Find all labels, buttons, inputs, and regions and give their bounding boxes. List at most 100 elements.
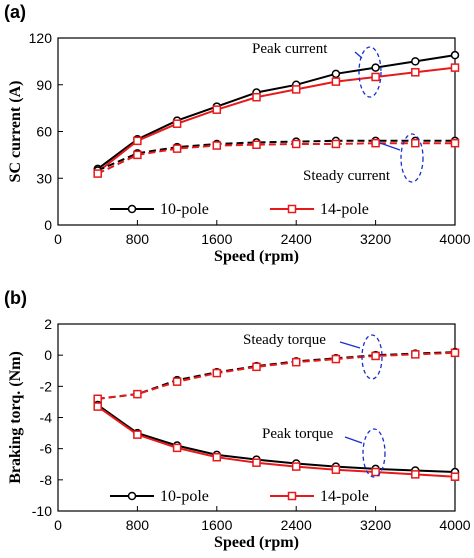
data-point-square: [411, 350, 420, 359]
legend-entry-14-pole: 14-pole: [270, 488, 369, 505]
y-tick-label: 2: [44, 316, 52, 332]
legend-label: 10-pole: [160, 201, 209, 218]
panel-label: (b): [4, 288, 27, 308]
data-point-square: [331, 354, 341, 364]
legend-label: 10-pole: [160, 488, 209, 505]
annotation-ellipse: [400, 133, 424, 183]
data-point-square: [371, 138, 380, 148]
legend-marker: [127, 491, 137, 501]
legend-entry-10-pole: 10-pole: [110, 488, 209, 505]
annotation-arrow: [339, 341, 361, 349]
y-tick-label: 60: [36, 124, 52, 140]
data-point-square: [172, 119, 182, 128]
x-tick-label: 3200: [360, 231, 391, 247]
panel-label: (a): [4, 2, 26, 22]
series-line-14-pole-peak: [97, 66, 456, 173]
data-point-square: [450, 472, 460, 481]
y-axis-label: Braking torq. (Nm): [7, 351, 24, 484]
series-line-14-pole-peak: [97, 405, 456, 478]
series-line-10-pole-steady: [97, 139, 455, 172]
series-line-10-pole-steady: [97, 351, 456, 400]
data-point-square: [291, 85, 301, 94]
data-point-square: [133, 430, 142, 439]
chart-panel-b: (b) 0 800 1600 2400 3200 4000 2 0 -2 -4 -6 -8 -10 Spee…: [4, 288, 471, 551]
data-point-square: [133, 136, 142, 146]
data-point-square: [291, 462, 301, 471]
data-point-square: [93, 402, 102, 411]
data-point-square: [331, 139, 341, 149]
x-tick-label: 4000: [439, 231, 470, 247]
data-point-square: [252, 458, 261, 467]
legend-label: 14-pole: [320, 201, 369, 218]
x-tick-label: 2400: [281, 517, 312, 533]
data-point-square: [450, 138, 460, 148]
legend-marker: [287, 204, 297, 214]
data-point-square: [291, 357, 301, 367]
legend-label: 14-pole: [320, 488, 369, 505]
data-point-circle: [371, 63, 380, 72]
data-point-square: [133, 389, 142, 399]
data-point-square: [450, 63, 460, 72]
annotation-ellipse: [361, 334, 383, 380]
x-tick-label: 3200: [360, 517, 391, 533]
x-tick-label: 0: [54, 517, 62, 533]
data-point-square: [212, 141, 222, 150]
plot-frame: [57, 37, 456, 226]
data-point-circle: [411, 57, 420, 66]
data-point-square: [212, 452, 222, 462]
y-tick-label: -8: [40, 472, 53, 488]
x-axis-label: Speed (rpm): [214, 534, 299, 551]
data-point-square: [172, 377, 182, 386]
x-tick-label: 1600: [201, 231, 232, 247]
data-point-square: [212, 368, 222, 378]
data-point-circle: [450, 50, 460, 60]
annotation-ellipse: [358, 46, 382, 98]
annotation-label: Steady torque: [243, 332, 326, 348]
data-point-square: [331, 77, 341, 86]
series-line-10-pole-peak: [97, 404, 456, 473]
legend-entry-14-pole: 14-pole: [270, 201, 369, 218]
legend-entry-10-pole: 10-pole: [110, 201, 209, 218]
y-tick-label: -4: [40, 410, 53, 426]
data-point-square: [93, 169, 102, 178]
data-point-square: [252, 140, 261, 149]
data-point-square: [371, 351, 380, 361]
data-point-square: [411, 138, 420, 148]
y-tick-label: 0: [44, 347, 52, 363]
annotation-arrow: [379, 142, 401, 151]
data-point-square: [450, 348, 460, 358]
x-tick-label: 800: [126, 517, 150, 533]
annotation-label: Peak torque: [262, 426, 334, 442]
data-point-square: [291, 139, 301, 149]
annotation-label: Steady current: [303, 168, 391, 184]
x-tick-label: 800: [126, 231, 150, 247]
data-point-square: [411, 470, 420, 479]
annotation-arrow: [344, 436, 363, 444]
data-point-square: [371, 72, 380, 82]
data-point-square: [252, 92, 261, 102]
y-tick-label: 120: [29, 30, 53, 46]
y-tick-label: 30: [36, 170, 52, 186]
y-axis-label: SC current (A): [7, 81, 24, 183]
legend-marker: [127, 204, 137, 214]
series-line-14-pole-steady: [97, 142, 455, 175]
y-tick-label: 90: [36, 77, 52, 93]
data-point-square: [212, 105, 222, 114]
x-tick-label: 2400: [281, 231, 312, 247]
plot-frame: [57, 323, 456, 512]
annotation-ellipse: [362, 428, 386, 478]
annotation-label: Peak current: [252, 41, 328, 57]
legend-marker: [287, 491, 297, 501]
annotation-arrow: [354, 51, 363, 59]
data-point-square: [133, 150, 142, 160]
data-point-square: [331, 465, 341, 474]
y-tick-label: -2: [40, 378, 53, 394]
x-axis-label: Speed (rpm): [214, 248, 299, 265]
y-tick-label: 0: [44, 217, 52, 233]
x-tick-label: 0: [54, 231, 62, 247]
data-point-circle: [331, 69, 341, 79]
data-point-square: [371, 467, 380, 477]
x-tick-label: 4000: [439, 517, 470, 533]
data-point-square: [252, 362, 261, 372]
x-tick-label: 1600: [201, 517, 232, 533]
